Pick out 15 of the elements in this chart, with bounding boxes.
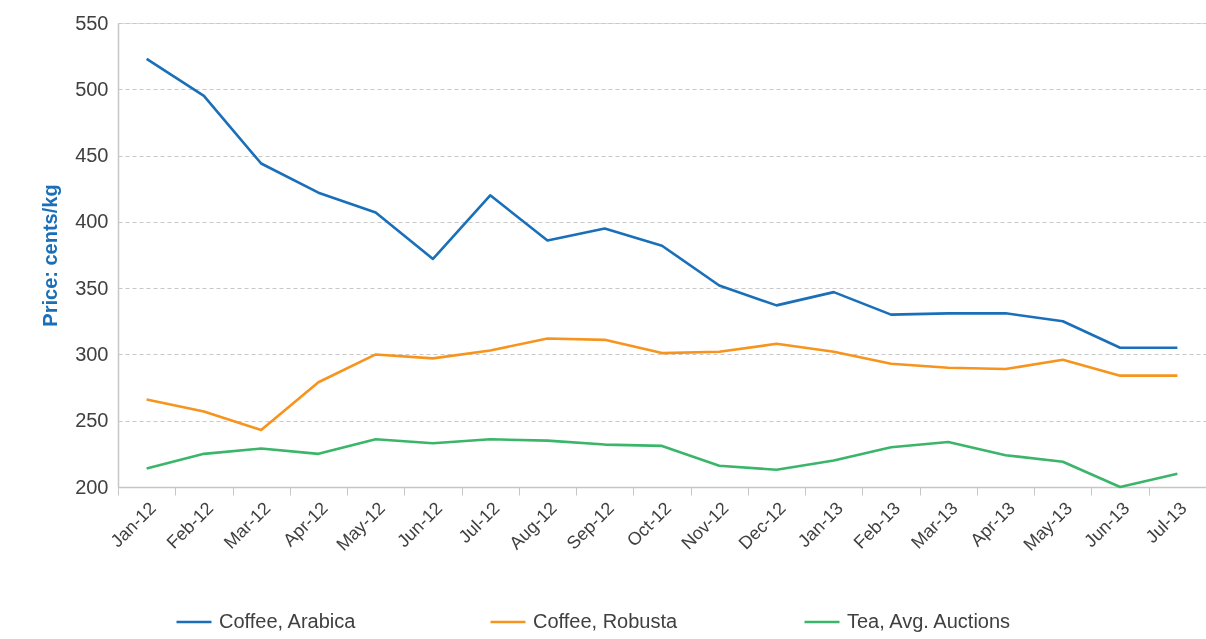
y-tick-label: 500	[75, 77, 109, 100]
y-tick-label: 550	[75, 11, 109, 34]
y-tick-label: 200	[75, 475, 109, 498]
y-tick-label: 350	[75, 276, 109, 299]
y-tick-label: 300	[75, 342, 109, 365]
y-tick-label: 450	[75, 144, 109, 167]
line-series	[145, 437, 1179, 489]
line-series	[145, 57, 1179, 350]
y-tick-label: 250	[75, 409, 109, 432]
y-tick-label: 400	[75, 210, 109, 233]
y-axis-title: Price: cents/kg	[39, 184, 62, 327]
legend-label: Coffee, Arabica	[219, 610, 357, 632]
legend-label: Coffee, Robusta	[533, 610, 679, 632]
legend-label: Tea, Avg. Auctions	[847, 610, 1011, 632]
line-series	[145, 337, 1179, 432]
